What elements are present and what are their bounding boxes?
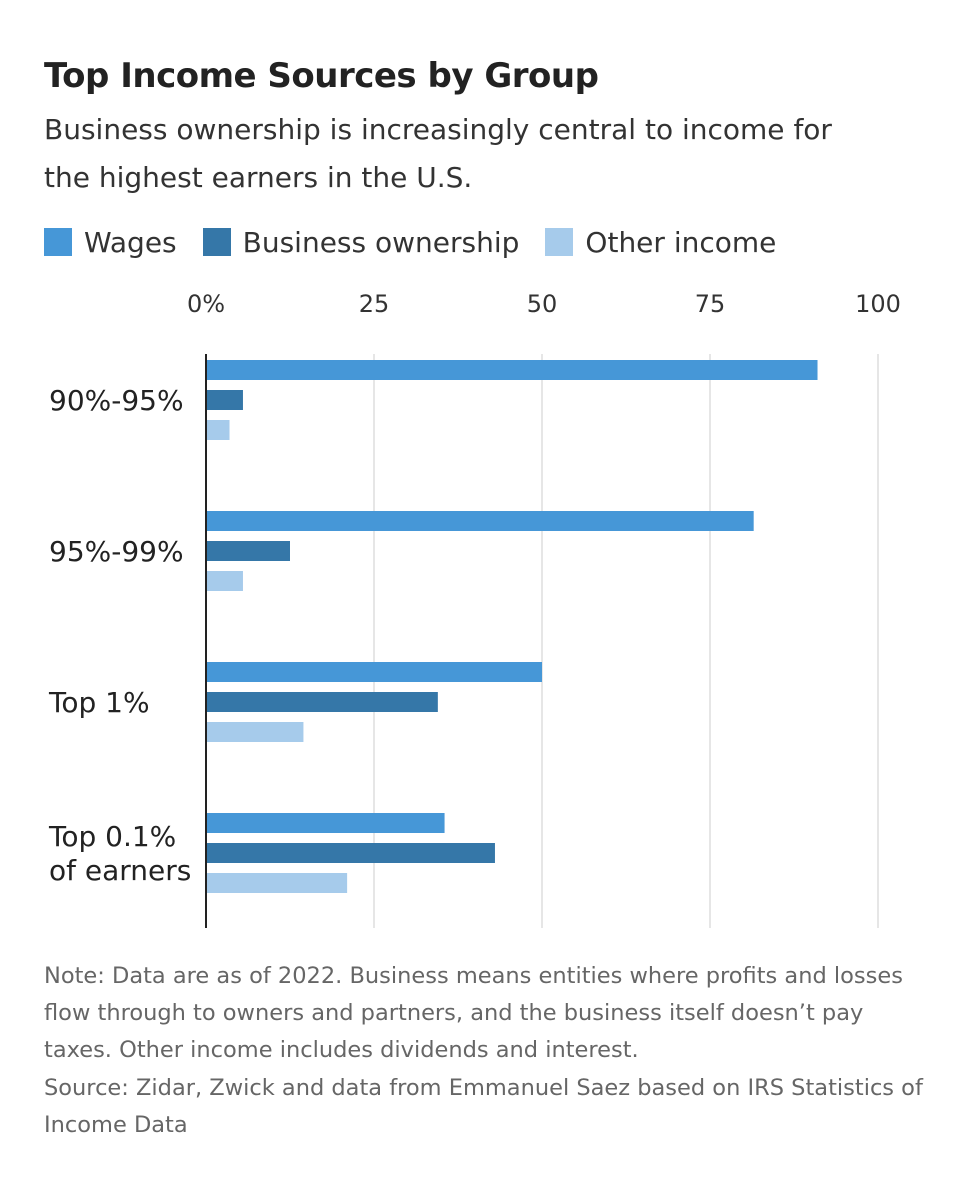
legend-label-other-income: Other income — [585, 225, 777, 259]
legend-item-business-ownership: Business ownership — [202, 225, 520, 259]
bar-chart: 0% 25 50 75 100 90%-95% 95%-99% Top 1% Top 0.1% o… — [48, 290, 901, 928]
legend-label-business-ownership: Business ownership — [242, 225, 520, 259]
bar-business-ownership — [206, 692, 438, 712]
bar-wages — [206, 813, 445, 833]
category-label: Top 1% — [48, 686, 150, 719]
category-label: 90%-95% — [49, 384, 184, 417]
bar-business-ownership — [206, 390, 243, 410]
x-tick-label: 0% — [187, 290, 225, 318]
category-label-line: 95%-99% — [49, 535, 184, 568]
legend-swatch-wages — [44, 228, 72, 256]
chart-source: Source: Zidar, Zwick and data from Emman… — [44, 1075, 923, 1138]
category-label-line: Top 1% — [48, 686, 150, 719]
x-tick-label: 75 — [695, 290, 726, 318]
legend: Wages Business ownership Other income — [44, 222, 802, 262]
bar-wages — [206, 511, 754, 531]
bar-wages — [206, 360, 818, 380]
bar-business-ownership — [206, 843, 495, 863]
category-label-line: Top 0.1% — [48, 820, 176, 853]
bar-other-income — [206, 722, 304, 742]
legend-item-other-income: Other income — [545, 226, 776, 259]
chart-subtitle: Business ownership is increasingly centr… — [44, 113, 832, 194]
category-label: 95%-99% — [49, 535, 184, 568]
bar-other-income — [206, 571, 243, 591]
category-label: Top 0.1% of earners — [48, 820, 191, 887]
category-label-line: of earners — [49, 854, 191, 887]
x-tick-label: 25 — [359, 290, 390, 318]
category-label-line: 90%-95% — [49, 384, 184, 417]
bar-wages — [206, 662, 542, 682]
legend-swatch-business-ownership — [202, 228, 231, 256]
bar-other-income — [206, 420, 230, 440]
x-tick-label: 100 — [855, 290, 901, 318]
chart-title: Top Income Sources by Group — [44, 56, 599, 96]
legend-item-wages: Wages — [44, 226, 177, 259]
x-tick-label: 50 — [527, 290, 558, 318]
legend-label-wages: Wages — [84, 225, 177, 259]
chart-note: Note: Data are as of 2022. Business mean… — [44, 963, 903, 1063]
bar-business-ownership — [206, 541, 290, 561]
legend-swatch-other-income — [545, 228, 574, 256]
bar-other-income — [206, 873, 348, 893]
